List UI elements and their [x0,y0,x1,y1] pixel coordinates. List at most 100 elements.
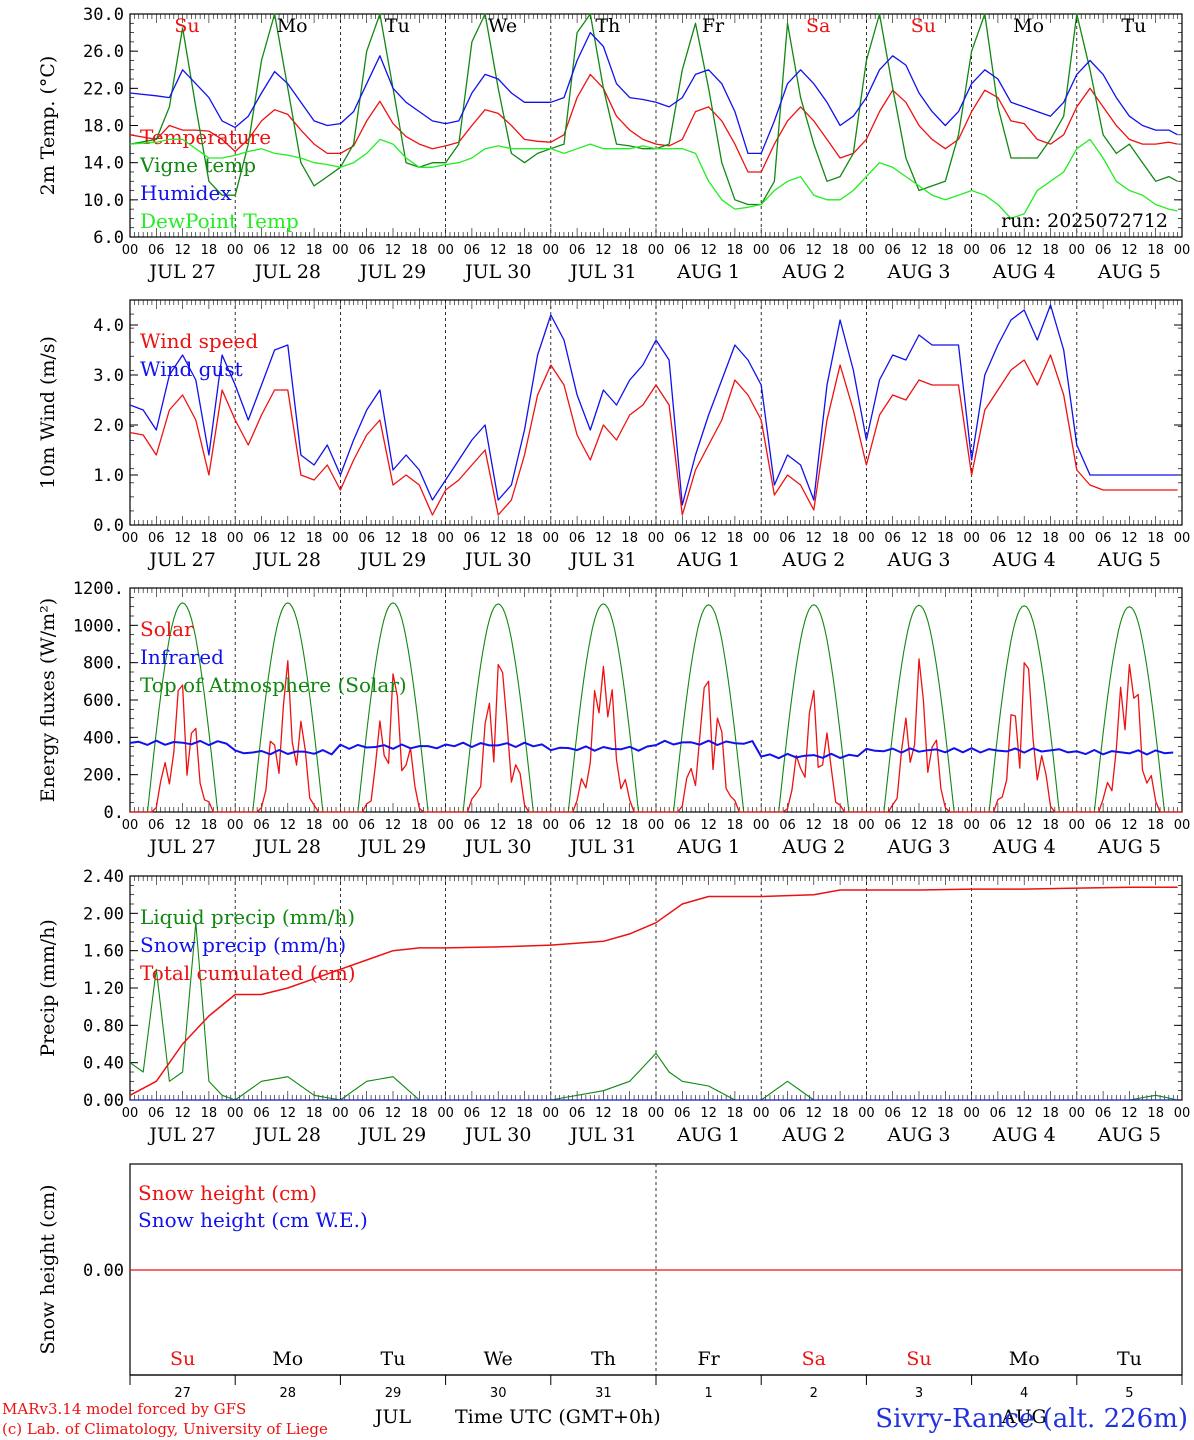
lab-credit: (c) Lab. of Climatology, University of L… [2,1420,328,1438]
weekday-label: Su [911,15,936,37]
hour-label: 00 [1174,243,1191,258]
day-number: 27 [174,1386,191,1401]
hour-label: 12 [1121,818,1138,833]
hour-label: 06 [358,818,375,833]
hour-label: 12 [385,1106,402,1121]
weekday-label: Sa [806,15,830,37]
y-tick-label: 600. [83,691,124,711]
date-label: JUL 28 [253,549,321,571]
weekday-label: We [484,1348,513,1370]
y-tick-label: 0.0 [93,516,124,536]
hour-label: 18 [1042,818,1059,833]
y-tick-label: 14.0 [83,154,124,174]
hour-label: 00 [122,818,139,833]
date-label: AUG 3 [886,549,950,571]
hour-label: 06 [148,243,165,258]
legend-entry: Total cumulated (cm) [140,961,356,985]
hour-label: 12 [280,243,297,258]
hour-label: 12 [490,818,507,833]
y-axis-label: 10m Wind (m/s) [37,336,59,489]
y-tick-label: 2.0 [93,416,124,436]
hour-label: 00 [227,1106,244,1121]
hour-label: 00 [227,243,244,258]
hour-label: 18 [1147,243,1164,258]
hour-label: 06 [464,818,481,833]
hour-label: 18 [201,818,218,833]
hour-label: 00 [1069,818,1086,833]
date-label: JUL 29 [358,836,426,858]
hour-label: 06 [884,1106,901,1121]
y-tick-label: 0.00 [83,1261,124,1281]
hour-label: 06 [779,1106,796,1121]
hour-label: 06 [358,1106,375,1121]
hour-label: 18 [832,818,849,833]
hour-label: 18 [306,818,323,833]
hour-label: 00 [1174,818,1191,833]
hour-label: 12 [911,531,928,546]
hour-label: 18 [937,531,954,546]
hour-label: 06 [990,243,1007,258]
hour-label: 18 [201,531,218,546]
hour-label: 12 [490,531,507,546]
date-label: AUG 2 [781,261,845,283]
series-line-wind-speed [129,354,1178,516]
hour-label: 06 [1095,818,1112,833]
legend-entry: Solar [140,617,194,641]
hour-label: 12 [1121,1106,1138,1121]
hour-label: 06 [569,243,586,258]
hour-label: 00 [753,243,770,258]
y-tick-label: 0.00 [83,1091,124,1111]
hour-label: 18 [621,818,638,833]
hour-label: 00 [963,243,980,258]
day-number: 30 [490,1386,507,1401]
date-label: AUG 1 [676,261,740,283]
hour-label: 06 [1095,1106,1112,1121]
hour-label: 00 [437,818,454,833]
hour-label: 00 [648,818,665,833]
hour-label: 12 [595,1106,612,1121]
hour-label: 18 [1042,1106,1059,1121]
date-label: JUL 30 [463,836,531,858]
hour-label: 18 [516,531,533,546]
hour-label: 00 [1174,1106,1191,1121]
day-number: 4 [1020,1386,1028,1401]
date-label: AUG 4 [992,261,1056,283]
hour-label: 12 [700,818,717,833]
time-axis-label: Time UTC (GMT+0h) [455,1406,661,1428]
hour-label: 06 [1095,531,1112,546]
hour-label: 12 [385,243,402,258]
weekday-label: Th [595,15,620,37]
date-label: AUG 5 [1097,836,1161,858]
weekday-label: We [488,15,517,37]
series-line-humidex [129,31,1178,155]
series-line-infrared [129,739,1174,760]
hour-label: 18 [411,531,428,546]
hour-label: 06 [569,531,586,546]
weekday-label: Fr [702,15,725,37]
hour-label: 00 [332,243,349,258]
hour-label: 18 [727,818,744,833]
hour-label: 00 [122,531,139,546]
legend-entry: Wind speed [140,329,258,353]
hour-label: 18 [727,243,744,258]
day-number: 2 [810,1386,818,1401]
y-tick-label: 0. [104,803,124,823]
hour-label: 18 [937,243,954,258]
panel-frame-temperature [129,13,1183,238]
hour-label: 18 [727,1106,744,1121]
month-label: AUG [1001,1406,1047,1428]
hour-label: 18 [832,531,849,546]
series-line-total-cumulated-cm- [129,886,1178,1096]
legend-entry: Snow height (cm W.E.) [138,1208,368,1232]
hour-label: 18 [1042,243,1059,258]
y-tick-label: 2.40 [83,867,124,887]
date-label: AUG 1 [676,836,740,858]
series-line-solar [130,658,1182,813]
model-credit: MARv3.14 model forced by GFS [2,1400,247,1418]
y-axis-label: Energy fluxes (W/m²) [37,598,59,802]
hour-label: 12 [806,1106,823,1121]
date-label: AUG 4 [992,1124,1056,1146]
y-tick-label: 26.0 [83,42,124,62]
hour-label: 18 [306,243,323,258]
